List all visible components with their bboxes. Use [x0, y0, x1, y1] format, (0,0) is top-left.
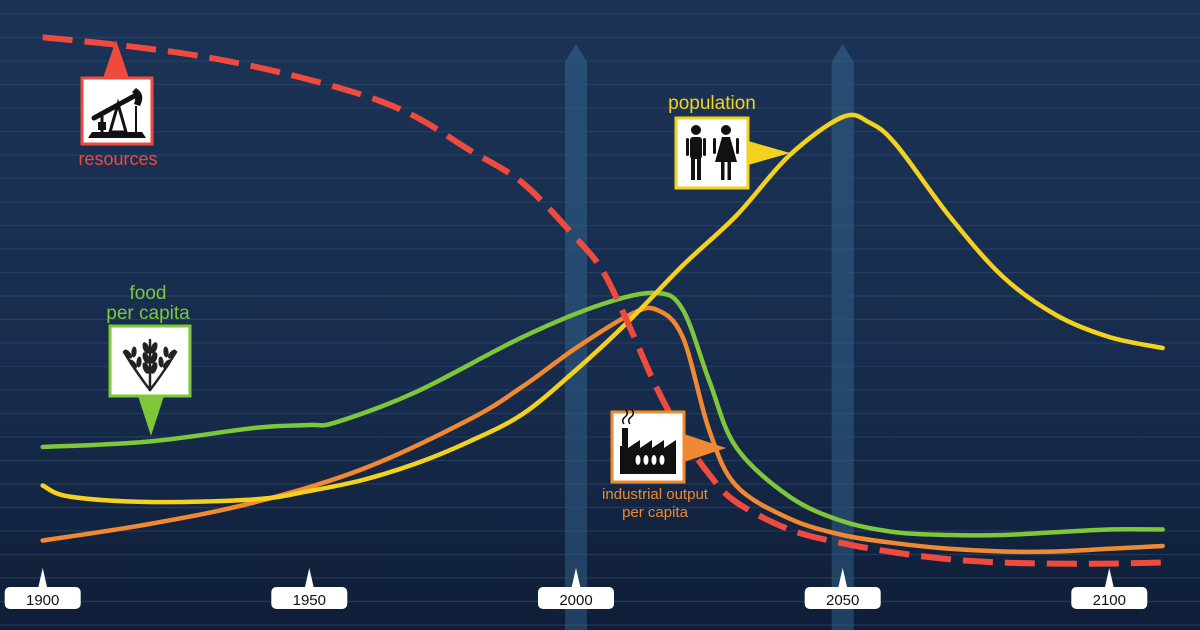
population-callout: population — [668, 93, 790, 190]
x-tick-2000: 2000 — [538, 568, 614, 609]
x-tick-box — [538, 587, 614, 609]
x-tick-box — [1071, 587, 1148, 609]
food-pointer — [138, 396, 164, 436]
x-tick-box — [804, 587, 881, 609]
x-tick-pointer — [837, 568, 848, 590]
population-label: population — [668, 93, 756, 114]
x-tick-pointer — [1104, 568, 1115, 590]
series-line-food-per-capita — [40, 290, 1165, 538]
series-lines — [40, 34, 1165, 567]
gridlines — [0, 13, 1200, 626]
x-tick-1950: 1950 — [271, 568, 348, 609]
food-label-line1: food — [130, 283, 167, 304]
x-tick-1900: 1900 — [4, 568, 81, 609]
series-line-population — [40, 112, 1165, 505]
series-line-resources — [42, 34, 1163, 567]
x-tick-label: 1950 — [293, 592, 326, 609]
x-tick-2100: 2100 — [1071, 568, 1148, 609]
resources-callout: resources — [78, 40, 158, 169]
people-icon — [686, 125, 739, 180]
x-tick-label: 2050 — [826, 592, 859, 609]
x-tick-box — [4, 587, 81, 609]
highlight-band — [831, 62, 854, 630]
x-tick-label: 2100 — [1093, 592, 1126, 609]
resources-pointer — [103, 40, 129, 78]
resources-label: resources — [78, 149, 157, 169]
x-tick-pointer — [37, 568, 48, 590]
x-axis-ticks: 1900 1950 2000 2050 2100 — [4, 568, 1148, 609]
industry-label-line1: industrial output — [602, 486, 709, 503]
wheat-icon — [122, 338, 178, 392]
x-tick-label: 1900 — [26, 592, 59, 609]
x-tick-label: 2000 — [559, 592, 592, 609]
x-tick-box — [271, 587, 348, 609]
highlight-band-arrow — [565, 44, 587, 62]
industry-callout: industrial output per capita — [602, 409, 726, 521]
x-tick-pointer — [571, 568, 581, 590]
food-callout: food per capita — [106, 283, 192, 436]
x-tick-2050: 2050 — [804, 568, 881, 609]
highlight-band-arrow — [831, 44, 854, 62]
oil-pump-icon — [88, 88, 146, 138]
industry-pointer — [684, 434, 726, 462]
factory-icon — [620, 409, 676, 474]
population-pointer — [748, 141, 790, 165]
food-label-line2: per capita — [106, 303, 190, 324]
series-line-industrial-output-per-capita — [40, 305, 1165, 555]
x-tick-pointer — [304, 568, 315, 590]
industry-label-line2: per capita — [622, 504, 689, 521]
